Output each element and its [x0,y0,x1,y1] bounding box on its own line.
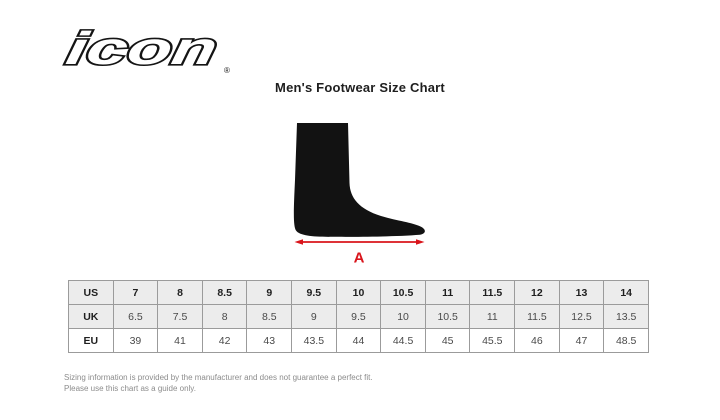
size-cell: 48.5 [603,328,649,353]
footnote: Sizing information is provided by the ma… [64,372,373,394]
measure-label-a: A [354,250,365,267]
size-cell: 10 [380,304,426,329]
size-cell: 44 [335,328,382,353]
size-cell: 10 [335,280,382,305]
size-cell: 41 [157,328,203,353]
size-cell: 45 [424,328,471,353]
registered-trademark: ® [224,66,230,75]
size-cell: 43.5 [291,328,337,353]
foot-length-diagram: A [280,110,440,275]
size-cell: 9.5 [291,280,337,305]
size-row-us: US 7 8 8.5 9 9.5 10 10.5 11 11.5 12 13 14 [68,280,649,305]
size-cell: 39 [112,328,159,353]
size-row-eu: EU 39 41 42 43 43.5 44 44.5 45 45.5 46 47 48.5 [68,328,649,353]
icon-logo-icon: icon ® [61,21,230,76]
size-cell: 13.5 [603,304,649,329]
size-cell: 8.5 [201,280,248,305]
logo-wordmark: icon [62,22,221,74]
size-cell: 10.5 [380,280,426,305]
size-cell: 12.5 [558,304,605,329]
foot-silhouette-icon: A [293,123,425,267]
foot-silhouette [293,123,425,237]
size-table-body: US 7 8 8.5 9 9.5 10 10.5 11 11.5 12 13 14 UK 6.5 7.5 8 8.… [68,280,649,353]
brand-logo: icon ® [56,20,241,78]
size-cell: 9 [246,280,293,305]
size-cell: 8 [201,304,248,329]
size-cell: 7 [112,280,159,305]
size-cell: 9.5 [335,304,382,329]
size-cell: 10.5 [424,304,471,329]
page-title: Men's Footwear Size Chart [275,80,445,95]
size-cell: 43 [246,328,293,353]
size-cell: 8.5 [246,304,293,329]
size-cell: 11.5 [514,304,560,329]
size-cell: 47 [558,328,605,353]
size-cell: 45.5 [469,328,516,353]
footnote-line-1: Sizing information is provided by the ma… [64,373,373,382]
length-arrow-icon [294,239,425,245]
size-cell: 12 [514,280,560,305]
footnote-line-2: Please use this chart as a guide only. [64,384,196,393]
row-label: EU [68,328,114,353]
size-cell: 44.5 [380,328,426,353]
size-cell: 46 [514,328,560,353]
row-label: US [68,280,114,305]
size-cell: 14 [603,280,649,305]
size-cell: 8 [157,280,203,305]
size-cell: 9 [291,304,337,329]
size-cell: 11 [469,304,516,329]
row-label: UK [68,304,114,329]
size-cell: 6.5 [112,304,159,329]
size-cell: 11.5 [469,280,516,305]
size-row-uk: UK 6.5 7.5 8 8.5 9 9.5 10 10.5 11 11.5 12.5 13.5 [68,304,649,329]
size-cell: 7.5 [157,304,203,329]
size-cell: 11 [424,280,471,305]
size-table: US 7 8 8.5 9 9.5 10 10.5 11 11.5 12 13 14 UK 6.5 7.5 8 8.… [68,280,649,353]
size-cell: 13 [558,280,605,305]
size-cell: 42 [201,328,248,353]
